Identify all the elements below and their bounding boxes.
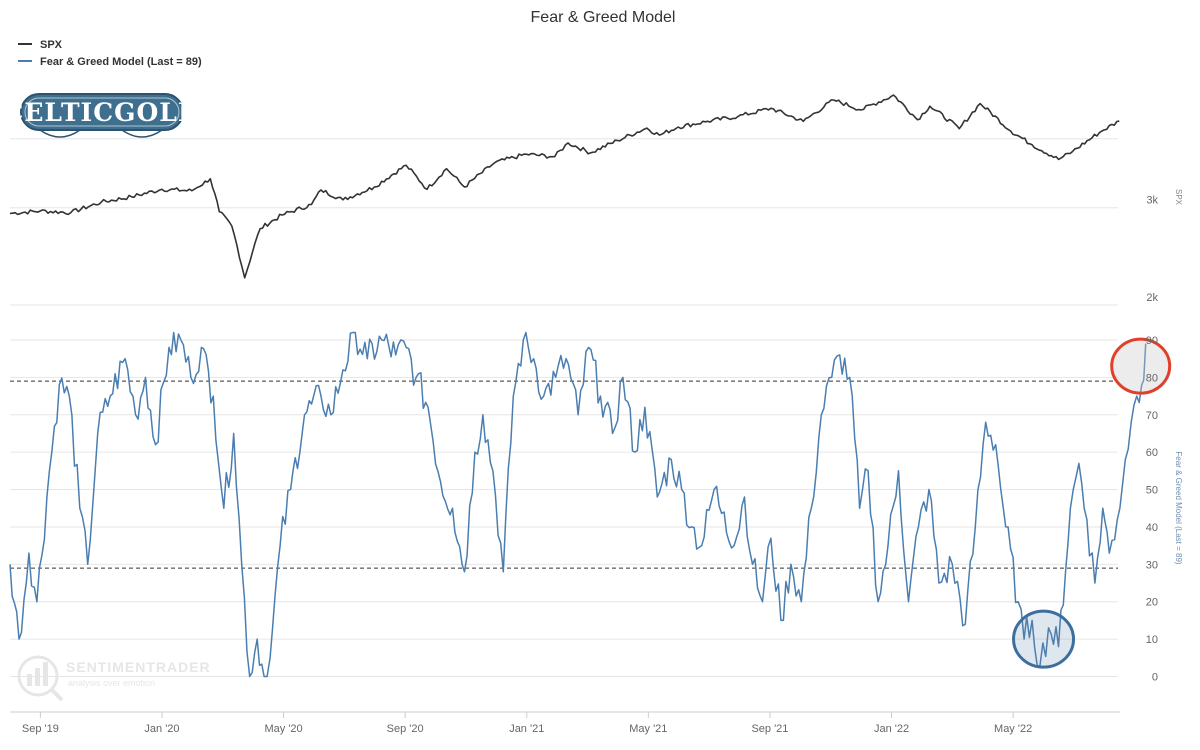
- celticgold-logo: CELTICGOLD: [3, 93, 200, 138]
- celticgold-logo-text: CELTICGOLD: [3, 98, 200, 127]
- y-axis-title-fear-greed: Fear & Greed Model (Last = 89): [1174, 451, 1183, 565]
- y-tick-label-fear-greed: 10: [1146, 634, 1158, 646]
- x-tick-label: Sep '21: [751, 723, 788, 735]
- x-axis-ticks: Sep '19 Jan '20 May '20 Sep '20 Jan '21 May '…: [22, 712, 1032, 735]
- y-tick-label-fear-greed: 60: [1146, 447, 1158, 459]
- x-tick-label: May '20: [264, 723, 302, 735]
- y-tick-label-spx: 3k: [1146, 195, 1158, 207]
- legend-label-fear-greed[interactable]: Fear & Greed Model (Last = 89): [40, 56, 202, 68]
- x-tick-label: May '21: [629, 723, 667, 735]
- y-axis-ticks: 2k 3k 0 10 20 30 40 50 60 70 80 90: [1146, 195, 1159, 684]
- x-tick-label: Sep '20: [387, 723, 424, 735]
- y-axis-title-spx: SPX: [1174, 189, 1183, 206]
- y-tick-label-fear-greed: 70: [1146, 410, 1158, 422]
- y-tick-label-fear-greed: 80: [1146, 372, 1158, 384]
- series-layer: [9, 94, 1147, 678]
- y-tick-label-fear-greed: 90: [1146, 335, 1158, 347]
- series-line-spx[interactable]: [9, 94, 1120, 279]
- greed-highlight-circle: [1110, 337, 1172, 395]
- fear-highlight-circle: [1012, 609, 1076, 669]
- y-tick-label-fear-greed: 30: [1146, 559, 1158, 571]
- sentimentrader-tagline: analysis over emotion: [68, 678, 155, 688]
- grid: [10, 138, 1118, 678]
- x-tick-label: Sep '19: [22, 723, 59, 735]
- legend-label-spx[interactable]: SPX: [40, 39, 63, 51]
- sentimentrader-name: SENTIMENTRADER: [66, 659, 211, 675]
- y-tick-label-fear-greed: 40: [1146, 522, 1158, 534]
- y-tick-label-spx: 2k: [1146, 292, 1158, 304]
- x-tick-label: Jan '22: [874, 723, 909, 735]
- y-tick-label-fear-greed: 0: [1152, 672, 1158, 684]
- x-tick-label: Jan '21: [509, 723, 544, 735]
- legend: SPX Fear & Greed Model (Last = 89): [18, 39, 202, 68]
- x-tick-label: May '22: [994, 723, 1032, 735]
- y-tick-label-fear-greed: 20: [1146, 597, 1158, 609]
- y-tick-label-fear-greed: 50: [1146, 485, 1158, 497]
- x-tick-label: Jan '20: [144, 723, 179, 735]
- chart-title: Fear & Greed Model: [531, 9, 676, 26]
- series-line-fear-greed[interactable]: [9, 331, 1147, 678]
- annotations-layer: [1012, 337, 1172, 669]
